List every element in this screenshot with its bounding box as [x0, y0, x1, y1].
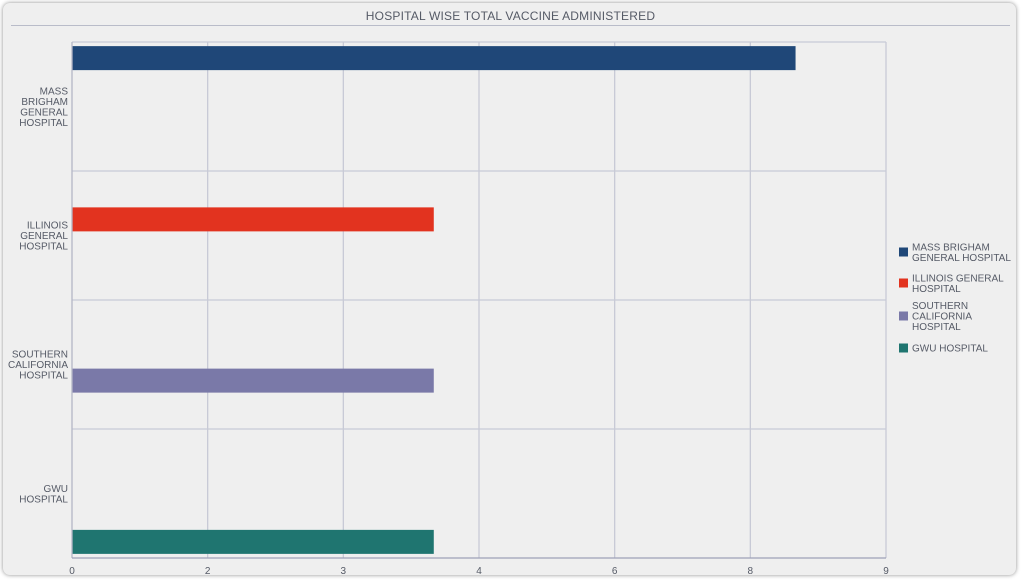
- legend-label: SOUTHERN CALIFORNIA HOSPITAL: [912, 301, 972, 333]
- x-tick-label: 6: [612, 566, 618, 575]
- y-category-label-line: GWU: [44, 484, 68, 495]
- y-category-label-line: GENERAL: [20, 107, 68, 118]
- bar-2: [72, 368, 434, 393]
- y-category-label-line: BRIGHAM: [21, 97, 68, 108]
- legend-swatch: [899, 278, 908, 288]
- gridlines: [72, 41, 887, 558]
- y-category-label: SOUTHERN CALIFORNIA HOSPITAL: [8, 350, 68, 382]
- x-tick-label: 2: [205, 566, 211, 575]
- legend-label-line: CALIFORNIA: [912, 312, 972, 323]
- y-category-label-line: HOSPITAL: [19, 371, 68, 382]
- y-category-label-line: SOUTHERN: [12, 350, 68, 361]
- legend-label: MASS BRIGHAM GENERAL HOSPITAL: [912, 242, 1011, 264]
- bar-1: [72, 207, 434, 232]
- legend-label-line: ILLINOIS GENERAL: [912, 273, 1004, 284]
- legend-label-line: MASS BRIGHAM: [912, 242, 990, 253]
- legend-label: ILLINOIS GENERAL HOSPITAL: [912, 273, 1004, 295]
- legend-label-line: GENERAL HOSPITAL: [912, 253, 1011, 264]
- axes: [71, 42, 886, 559]
- y-category-label: MASS BRIGHAM GENERAL HOSPITAL: [19, 86, 68, 129]
- legend-swatch: [899, 311, 908, 321]
- x-tick-label: 0: [69, 566, 75, 575]
- chart-title: HOSPITAL WISE TOTAL VACCINE ADMINISTERED: [11, 7, 1010, 26]
- bars: [72, 46, 796, 554]
- legend-label-line: SOUTHERN: [912, 301, 968, 312]
- legend-label: GWU HOSPITAL: [912, 344, 988, 355]
- chart-card: HOSPITAL WISE TOTAL VACCINE ADMINISTERED…: [3, 3, 1016, 575]
- legend-label-line: GWU HOSPITAL: [912, 344, 988, 355]
- x-tick-label: 3: [341, 566, 347, 575]
- legend: MASS BRIGHAM GENERAL HOSPITAL ILLINOIS GEN…: [899, 242, 1011, 355]
- bar-0: [72, 46, 796, 71]
- legend-swatch: [899, 343, 908, 353]
- y-category-label: ILLINOIS GENERAL HOSPITAL: [19, 221, 68, 253]
- y-category-label-line: ILLINOIS: [27, 221, 68, 232]
- legend-swatch: [899, 247, 908, 257]
- x-tick-label: 8: [748, 566, 754, 575]
- x-tick-label: 4: [476, 566, 482, 575]
- legend-label-line: HOSPITAL: [912, 322, 961, 333]
- y-category-label-line: HOSPITAL: [19, 494, 68, 505]
- y-category-label: GWU HOSPITAL: [19, 484, 68, 506]
- bar-3: [72, 529, 434, 554]
- y-category-label-line: HOSPITAL: [19, 118, 68, 129]
- y-category-label-line: CALIFORNIA: [8, 360, 68, 371]
- legend-label-line: HOSPITAL: [912, 284, 961, 295]
- x-tick-labels: 0 2 3 4 6 8 9: [69, 566, 889, 575]
- y-category-label-line: MASS: [40, 86, 69, 97]
- x-tick-label: 9: [883, 566, 889, 575]
- y-category-label-line: GENERAL: [20, 231, 68, 242]
- y-category-label-line: HOSPITAL: [19, 242, 68, 253]
